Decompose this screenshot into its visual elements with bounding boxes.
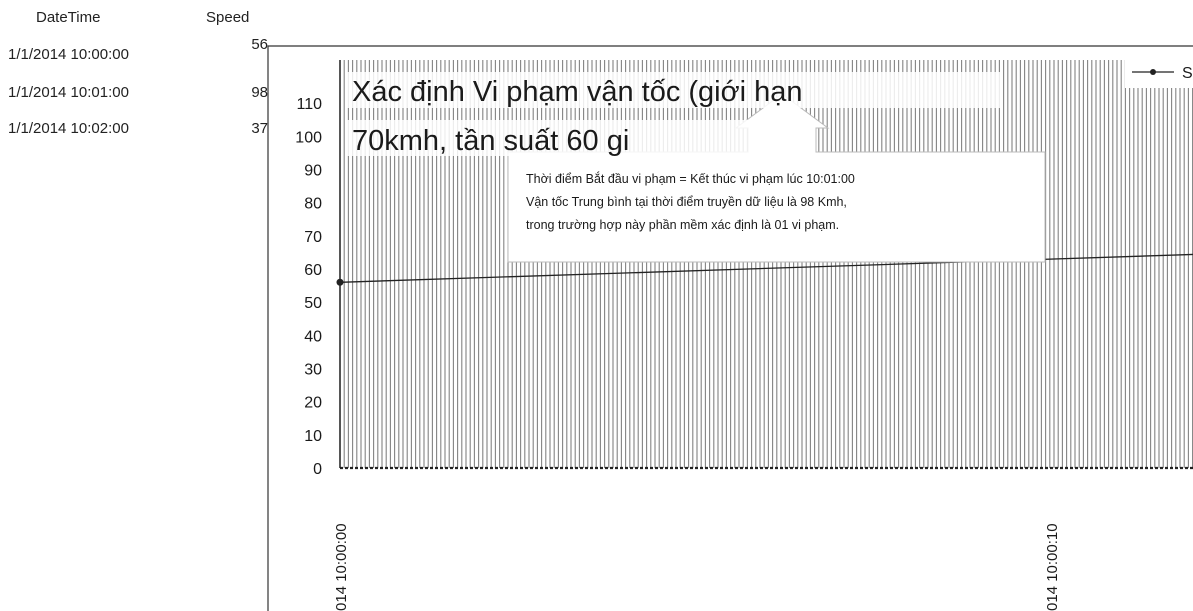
data-table: DateTime Speed 1/1/2014 10:00:00 56 1/1/…: [0, 0, 268, 180]
cell-datetime: 1/1/2014 10:00:00: [8, 46, 129, 63]
x-tick-label: 014 10:00:10: [1044, 523, 1061, 611]
y-tick-label: 10: [304, 428, 322, 445]
y-tick-label: 80: [304, 196, 322, 213]
y-tick-label: 50: [304, 295, 322, 312]
chart-title-line: Xác định Vi phạm vận tốc (giới hạn: [352, 76, 803, 108]
chart-title-line: 70kmh, tần suất 60 gi: [352, 125, 629, 157]
y-tick-label: 0: [313, 461, 322, 478]
y-tick-label: 100: [295, 129, 322, 146]
header-speed: Speed: [206, 9, 250, 26]
cell-datetime: 1/1/2014 10:01:00: [8, 84, 129, 101]
title-background: [346, 120, 812, 156]
legend-marker: [1150, 69, 1156, 75]
callout-text: Thời điểm Bắt đầu vi phạm = Kết thúc vi …: [526, 171, 855, 186]
y-tick-label: 110: [296, 96, 322, 113]
data-point: [336, 278, 344, 286]
cell-datetime: 1/1/2014 10:02:00: [8, 120, 129, 137]
title-background: [346, 72, 1001, 108]
legend-label: S: [1182, 65, 1193, 82]
header-datetime: DateTime: [36, 9, 101, 26]
y-tick-label: 60: [304, 262, 322, 279]
chart-frame: [267, 45, 1193, 611]
y-tick-label: 70: [304, 229, 322, 246]
legend-background: [1125, 52, 1193, 88]
y-tick-label: 30: [304, 362, 322, 379]
callout-text: Vận tốc Trung bình tại thời điểm truyền …: [526, 195, 847, 209]
cell-speed: 37: [251, 120, 268, 137]
cell-speed: 56: [251, 36, 268, 53]
x-tick-label: 014 10:00:00: [333, 523, 350, 611]
callout-text: trong trường hợp này phần mềm xác định l…: [526, 218, 839, 232]
y-tick-label: 20: [304, 395, 322, 412]
y-tick-label: 90: [304, 163, 322, 180]
y-tick-label: 40: [304, 328, 322, 345]
cell-speed: 98: [251, 84, 268, 101]
